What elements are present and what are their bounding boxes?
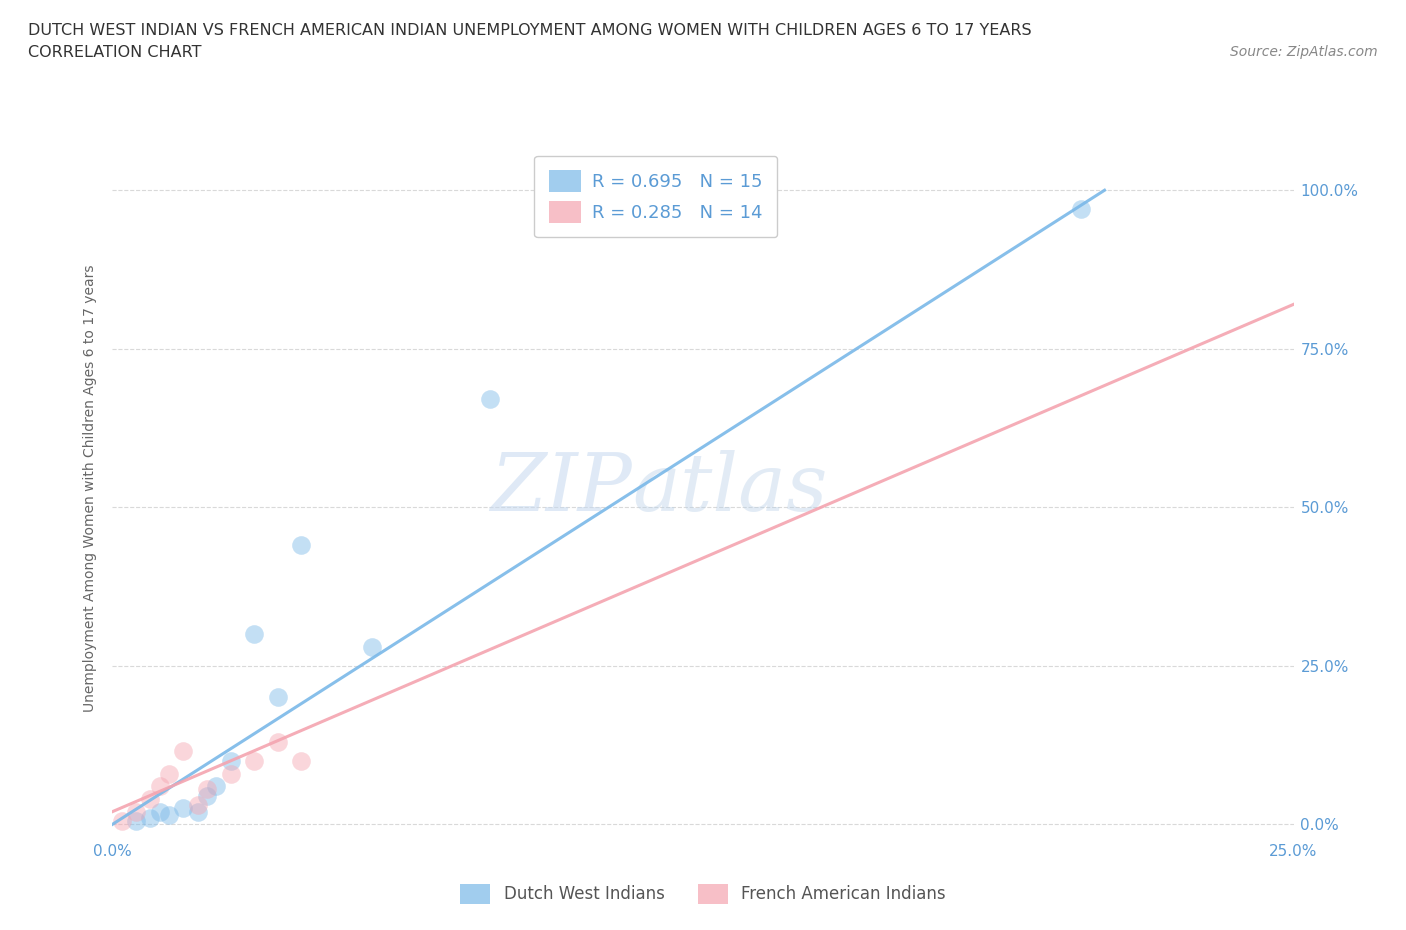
Text: ZIP: ZIP xyxy=(491,449,633,527)
Point xyxy=(139,811,162,826)
Point xyxy=(550,208,572,223)
Point xyxy=(219,766,242,781)
Point xyxy=(219,753,242,768)
Point xyxy=(644,208,666,223)
Point xyxy=(172,801,194,816)
Text: atlas: atlas xyxy=(633,449,828,527)
Point xyxy=(111,814,134,829)
Legend: R = 0.695   N = 15, R = 0.285   N = 14: R = 0.695 N = 15, R = 0.285 N = 14 xyxy=(534,155,778,237)
Point xyxy=(290,753,312,768)
Point xyxy=(290,538,312,552)
Point xyxy=(125,814,148,829)
Y-axis label: Unemployment Among Women with Children Ages 6 to 17 years: Unemployment Among Women with Children A… xyxy=(83,264,97,712)
Point xyxy=(243,627,266,642)
Point xyxy=(149,804,172,819)
Point xyxy=(139,791,162,806)
Point xyxy=(361,639,384,654)
Point xyxy=(243,753,266,768)
Point xyxy=(157,807,180,822)
Text: Source: ZipAtlas.com: Source: ZipAtlas.com xyxy=(1230,45,1378,59)
Point xyxy=(479,392,502,407)
Point xyxy=(172,744,194,759)
Legend: Dutch West Indians, French American Indians: Dutch West Indians, French American Indi… xyxy=(451,875,955,912)
Point xyxy=(267,735,290,750)
Point xyxy=(186,798,208,813)
Point xyxy=(195,789,218,804)
Text: DUTCH WEST INDIAN VS FRENCH AMERICAN INDIAN UNEMPLOYMENT AMONG WOMEN WITH CHILDR: DUTCH WEST INDIAN VS FRENCH AMERICAN IND… xyxy=(28,23,1032,38)
Point xyxy=(1070,202,1092,217)
Text: CORRELATION CHART: CORRELATION CHART xyxy=(28,45,201,60)
Point xyxy=(205,778,228,793)
Point xyxy=(267,690,290,705)
Point xyxy=(125,804,148,819)
Point xyxy=(149,778,172,793)
Point xyxy=(186,804,208,819)
Point xyxy=(157,766,180,781)
Point xyxy=(195,782,218,797)
